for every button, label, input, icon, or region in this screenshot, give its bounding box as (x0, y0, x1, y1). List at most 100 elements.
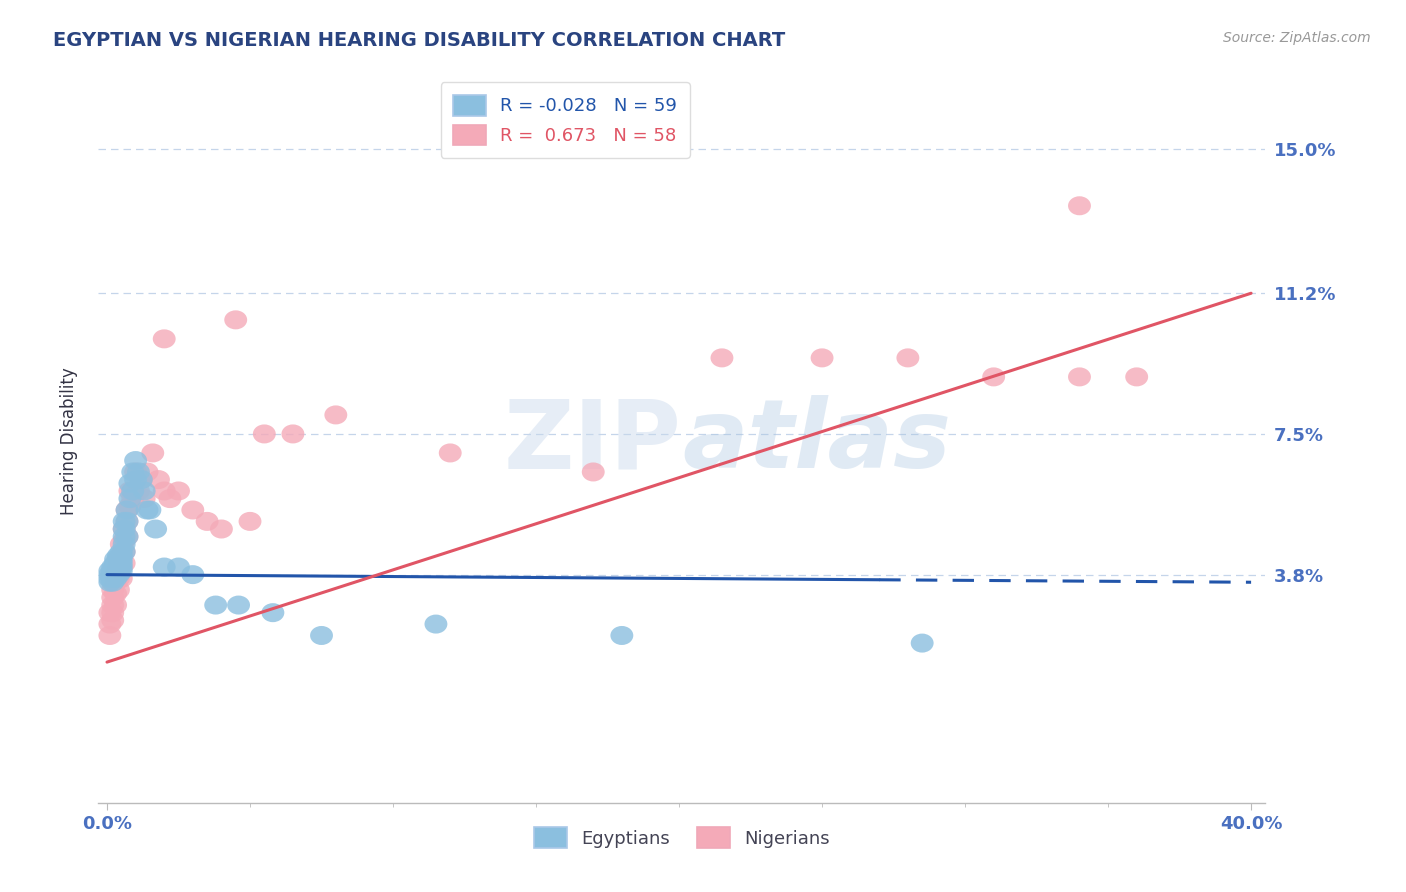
Ellipse shape (145, 519, 167, 539)
Ellipse shape (115, 500, 138, 519)
Ellipse shape (107, 549, 129, 569)
Ellipse shape (101, 596, 124, 615)
Ellipse shape (153, 558, 176, 576)
Ellipse shape (101, 558, 124, 576)
Ellipse shape (167, 482, 190, 500)
Ellipse shape (110, 554, 132, 573)
Ellipse shape (104, 561, 127, 581)
Ellipse shape (112, 542, 135, 561)
Ellipse shape (110, 558, 132, 576)
Ellipse shape (897, 349, 920, 368)
Ellipse shape (118, 482, 142, 500)
Ellipse shape (104, 596, 127, 615)
Ellipse shape (253, 425, 276, 443)
Ellipse shape (118, 489, 142, 508)
Ellipse shape (153, 329, 176, 349)
Ellipse shape (204, 596, 228, 615)
Ellipse shape (101, 566, 124, 584)
Ellipse shape (142, 443, 165, 462)
Ellipse shape (209, 519, 233, 539)
Ellipse shape (112, 527, 135, 546)
Ellipse shape (118, 474, 142, 493)
Ellipse shape (262, 603, 284, 623)
Ellipse shape (115, 500, 138, 519)
Ellipse shape (167, 558, 190, 576)
Text: ZIP: ZIP (503, 395, 682, 488)
Ellipse shape (148, 470, 170, 489)
Ellipse shape (104, 566, 127, 584)
Ellipse shape (110, 546, 132, 566)
Ellipse shape (110, 549, 132, 569)
Ellipse shape (124, 462, 148, 482)
Ellipse shape (159, 489, 181, 508)
Ellipse shape (228, 596, 250, 615)
Ellipse shape (124, 470, 148, 489)
Ellipse shape (118, 497, 142, 516)
Ellipse shape (107, 561, 129, 581)
Text: atlas: atlas (682, 395, 950, 488)
Ellipse shape (101, 603, 124, 623)
Ellipse shape (115, 527, 138, 546)
Ellipse shape (110, 534, 132, 554)
Ellipse shape (107, 581, 129, 599)
Ellipse shape (101, 573, 124, 591)
Ellipse shape (911, 633, 934, 653)
Ellipse shape (135, 462, 159, 482)
Ellipse shape (153, 482, 176, 500)
Ellipse shape (110, 546, 132, 566)
Ellipse shape (281, 425, 304, 443)
Ellipse shape (101, 611, 124, 630)
Ellipse shape (112, 534, 135, 554)
Ellipse shape (1069, 196, 1091, 215)
Text: EGYPTIAN VS NIGERIAN HEARING DISABILITY CORRELATION CHART: EGYPTIAN VS NIGERIAN HEARING DISABILITY … (53, 31, 786, 50)
Ellipse shape (610, 626, 633, 645)
Ellipse shape (107, 546, 129, 566)
Ellipse shape (98, 615, 121, 633)
Ellipse shape (112, 519, 135, 539)
Ellipse shape (101, 569, 124, 588)
Ellipse shape (121, 462, 145, 482)
Ellipse shape (112, 519, 135, 539)
Ellipse shape (439, 443, 461, 462)
Ellipse shape (101, 588, 124, 607)
Ellipse shape (110, 542, 132, 561)
Ellipse shape (325, 405, 347, 425)
Ellipse shape (181, 566, 204, 584)
Ellipse shape (98, 566, 121, 584)
Ellipse shape (104, 558, 127, 576)
Ellipse shape (104, 569, 127, 588)
Ellipse shape (104, 554, 127, 573)
Ellipse shape (112, 512, 135, 531)
Ellipse shape (121, 489, 145, 508)
Ellipse shape (104, 573, 127, 591)
Ellipse shape (129, 470, 153, 489)
Ellipse shape (98, 573, 121, 591)
Ellipse shape (101, 566, 124, 584)
Ellipse shape (311, 626, 333, 645)
Ellipse shape (107, 558, 129, 576)
Ellipse shape (811, 349, 834, 368)
Ellipse shape (1125, 368, 1149, 386)
Ellipse shape (98, 603, 121, 623)
Ellipse shape (425, 615, 447, 633)
Ellipse shape (104, 584, 127, 603)
Ellipse shape (135, 500, 159, 519)
Ellipse shape (132, 482, 156, 500)
Ellipse shape (112, 554, 135, 573)
Ellipse shape (107, 561, 129, 581)
Ellipse shape (98, 569, 121, 588)
Ellipse shape (124, 451, 148, 470)
Ellipse shape (195, 512, 218, 531)
Ellipse shape (101, 561, 124, 581)
Ellipse shape (112, 542, 135, 561)
Ellipse shape (138, 500, 162, 519)
Ellipse shape (110, 561, 132, 581)
Ellipse shape (104, 558, 127, 576)
Ellipse shape (115, 527, 138, 546)
Ellipse shape (101, 581, 124, 599)
Ellipse shape (110, 558, 132, 576)
Ellipse shape (115, 512, 138, 531)
Ellipse shape (107, 549, 129, 569)
Ellipse shape (710, 349, 734, 368)
Ellipse shape (239, 512, 262, 531)
